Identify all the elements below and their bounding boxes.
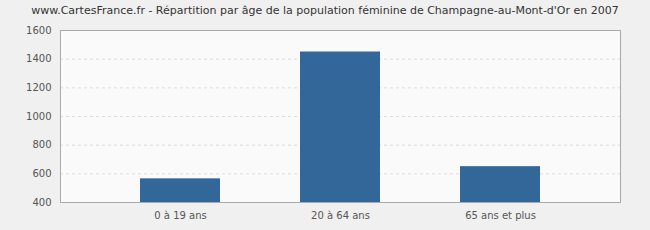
- svg-text:1400: 1400: [26, 53, 51, 64]
- svg-text:1600: 1600: [26, 25, 51, 36]
- svg-text:1200: 1200: [26, 82, 51, 93]
- svg-text:1000: 1000: [26, 111, 51, 122]
- svg-text:600: 600: [32, 168, 51, 179]
- svg-text:0 à 19 ans: 0 à 19 ans: [154, 210, 206, 221]
- svg-text:65 ans et plus: 65 ans et plus: [465, 210, 536, 221]
- svg-text:20 à 64 ans: 20 à 64 ans: [311, 210, 370, 221]
- html-text:www.CartesFrance.fr - Répartit: www.CartesFrance.fr - Répartition par âg…: [31, 4, 619, 17]
- svg-text:800: 800: [32, 139, 51, 150]
- svg-text:400: 400: [32, 197, 51, 208]
